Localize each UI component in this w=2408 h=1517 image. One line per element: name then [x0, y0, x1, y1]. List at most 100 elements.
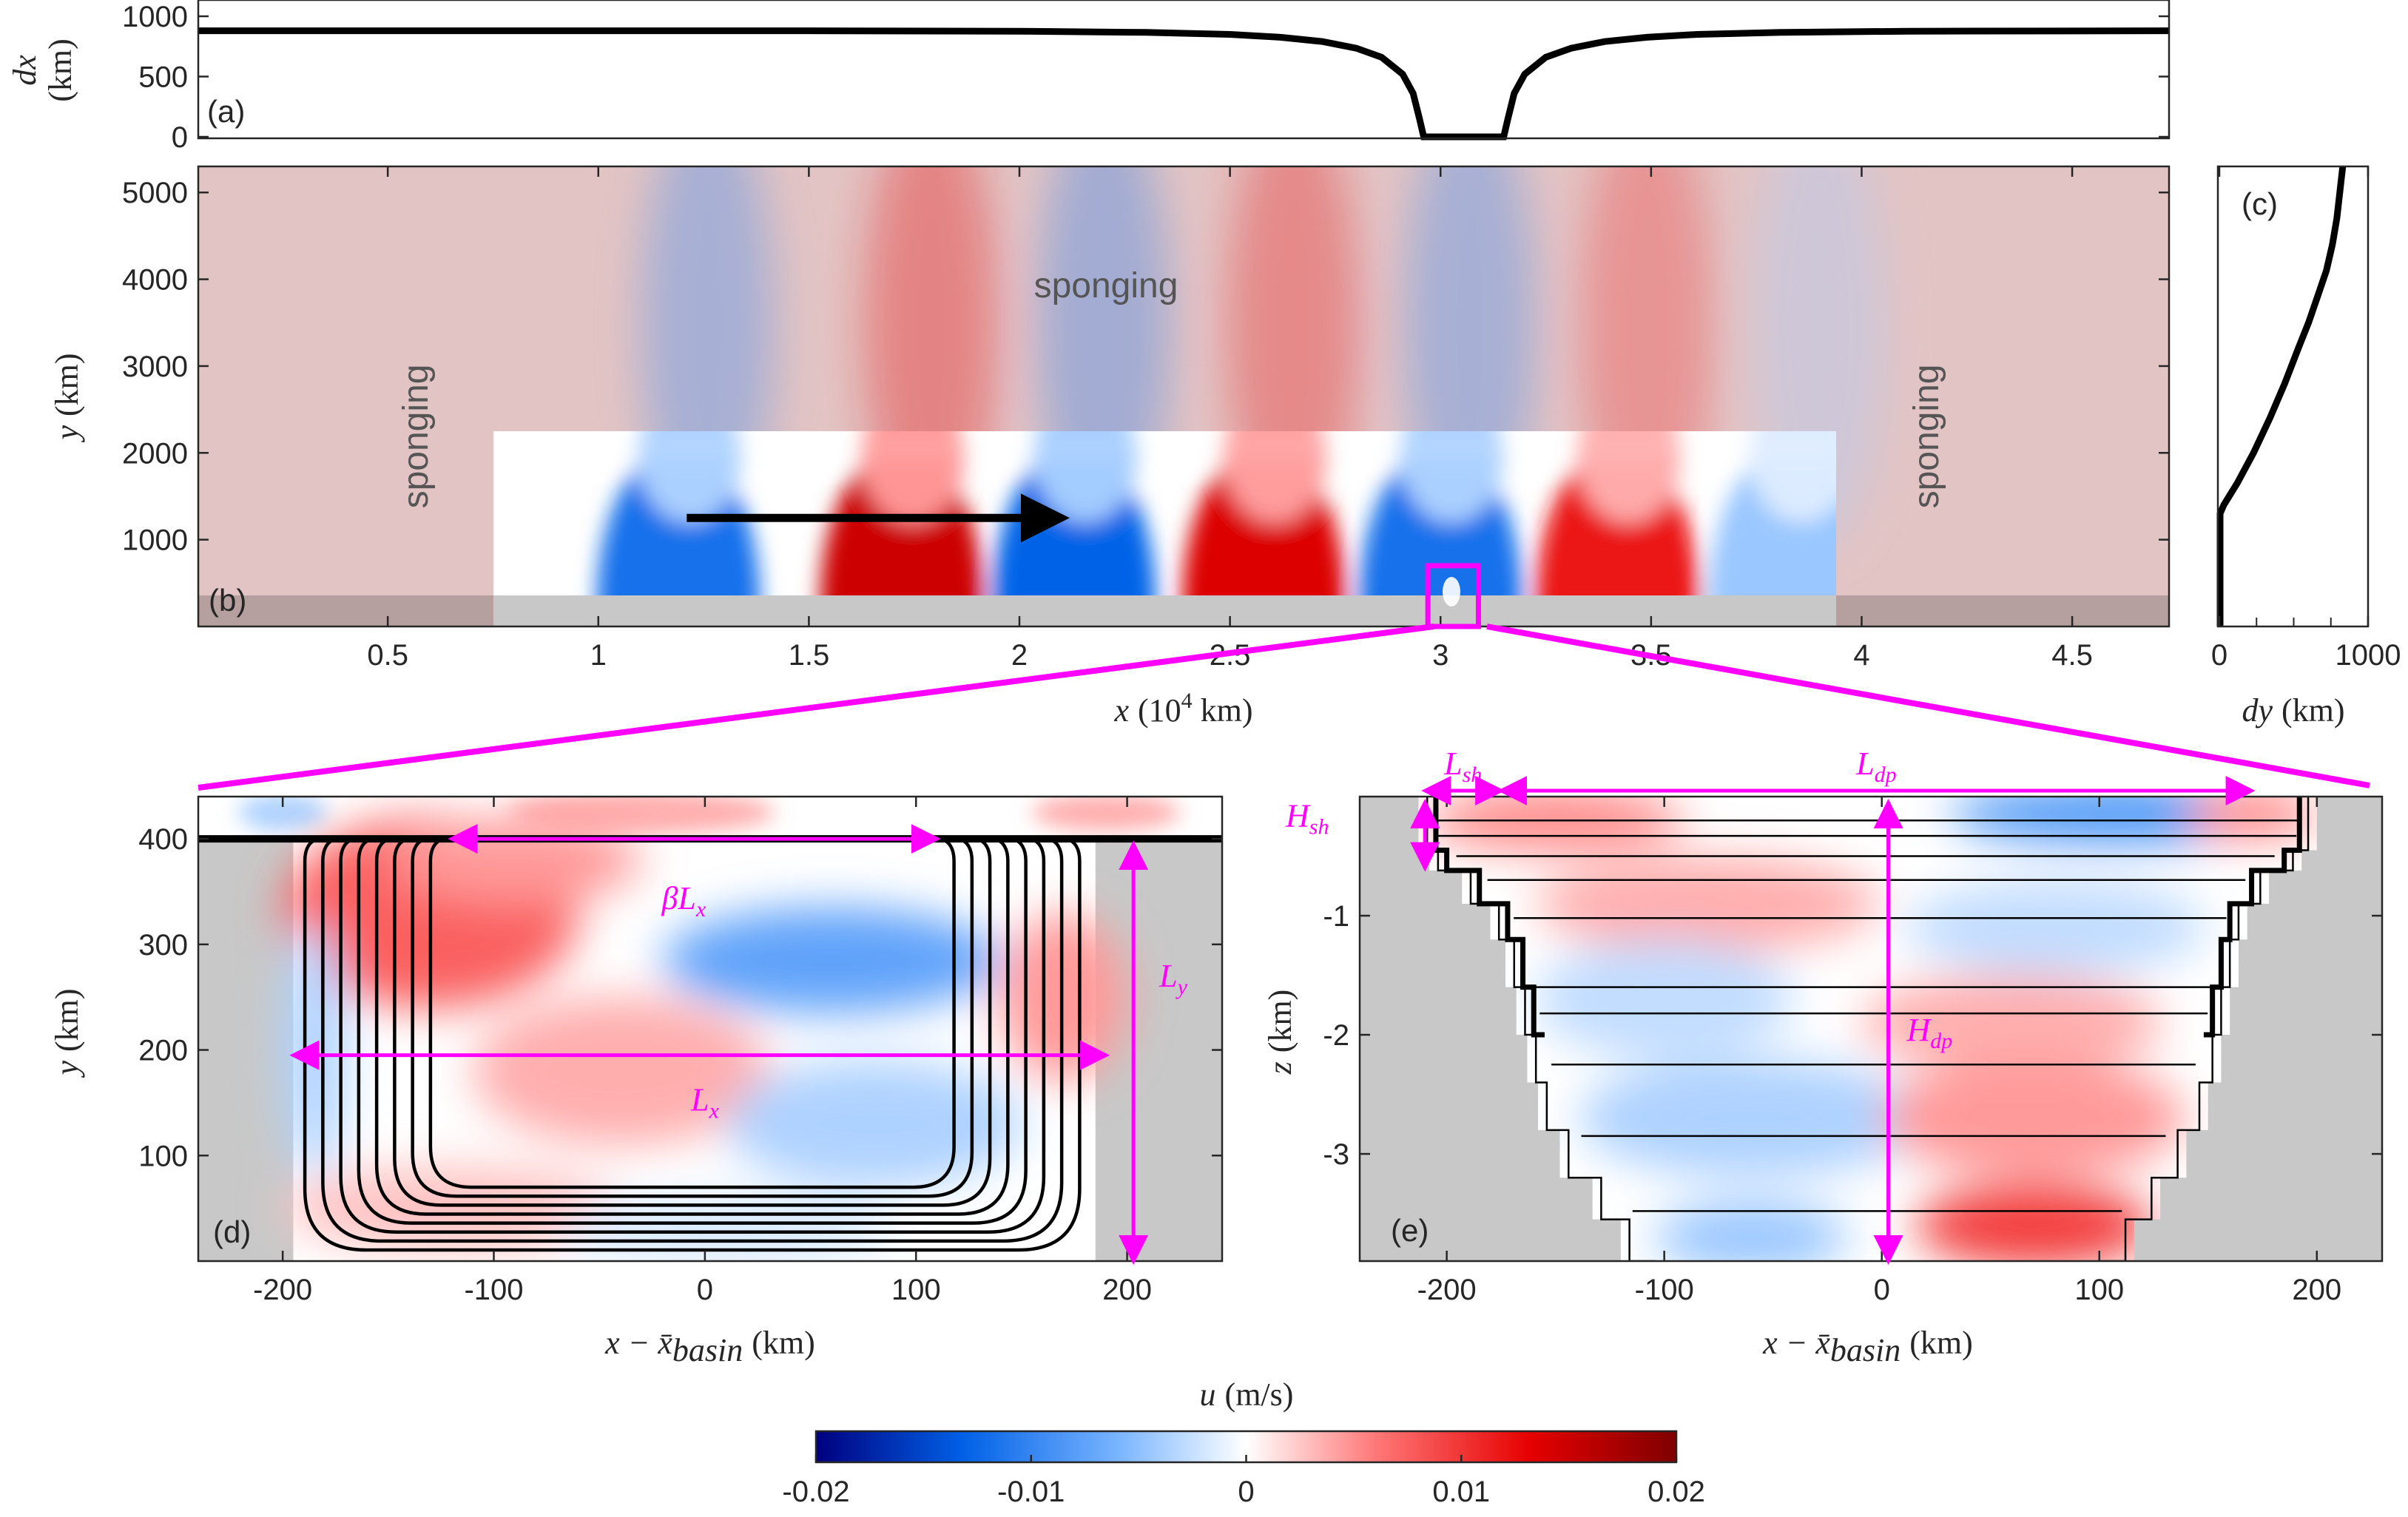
panel-b-x-ticklabel-0: 0.5 — [367, 639, 408, 672]
sponge-label-top: sponging — [1034, 266, 1178, 305]
panel-d-field-mark-2 — [663, 907, 1001, 1013]
svg-text:x − x̄basin(km): x − x̄basin (km) — [1762, 1325, 1973, 1368]
panel-a-y-ticklabel-2: 1000 — [122, 1, 188, 33]
svg-text:z(km): z (km) — [1262, 990, 1298, 1075]
sponge-label-left: sponging — [397, 365, 436, 509]
panel-a-ylabel: dx (km) — [7, 38, 78, 102]
ldp-label: Ldp — [1855, 746, 1896, 787]
panel-b-x-ticklabel-3: 2 — [1011, 639, 1028, 672]
panel-d-ylabel-main: y — [49, 1061, 85, 1078]
panel-e-annotations: Lsh Ldp Hsh Hdp — [1285, 746, 2256, 1265]
colorbar-ticklabel-1: -0.01 — [997, 1476, 1065, 1508]
panel-d-xlabel-sub: basin — [672, 1332, 743, 1368]
panel-d-ylabel-unit: (km) — [49, 988, 85, 1052]
colorbar-ticklabel-4: 0.02 — [1648, 1476, 1705, 1508]
panel-e-x-ticklabel-0: -200 — [1417, 1274, 1477, 1306]
panel-d-contours — [303, 835, 1082, 1252]
panel-e-field-mark-3 — [1536, 856, 1880, 951]
panel-d-field-mark-4 — [726, 1060, 1022, 1188]
panel-d-x-ticklabel-4: 200 — [1102, 1274, 1152, 1306]
panel-e-field-mark-9 — [1916, 1183, 2152, 1261]
panel-a-y-ticklabel-1: 500 — [138, 61, 188, 94]
lsh-label: Lsh — [1443, 746, 1482, 787]
panel-b-xlabel: x (104 km) — [1113, 689, 1252, 729]
hdp-label: Hdp — [1906, 1012, 1953, 1053]
panel-d-contour-7 — [303, 835, 1082, 1252]
panel-b-ylabel-main: y — [49, 425, 85, 443]
svg-text:y(km): y (km) — [49, 988, 85, 1078]
svg-text:dy(km): dy (km) — [2242, 692, 2344, 729]
panel-b-xlabel-unit: (10 — [1138, 692, 1181, 729]
panel-c-xlabel-unit: (km) — [2281, 692, 2345, 729]
panel-e-field-mark-8 — [1883, 1058, 2185, 1178]
panel-e-xlabel-main: x − x̄ — [1762, 1325, 1830, 1361]
panel-a-ylabel-main: dx — [7, 55, 43, 86]
panel-d-field-mark-5 — [1000, 912, 1127, 1082]
svg-text:x − x̄basin(km): x − x̄basin (km) — [604, 1325, 815, 1368]
panel-d-label: (d) — [213, 1214, 251, 1249]
panel-e-ylabel-main: z — [1262, 1061, 1298, 1075]
panel-c: 0 1000 (c) dy (km) — [2211, 165, 2401, 729]
panel-c-x-ticklabel-1: 1000 — [2336, 639, 2401, 672]
panel-e-xticks: -200 -100 0 100 200 — [1417, 797, 2341, 1306]
panel-b-x-ticklabel-8: 4.5 — [2051, 639, 2093, 672]
panel-b-zoom-box — [1425, 563, 1481, 629]
panel-b-x-ticklabel-5: 3 — [1432, 639, 1448, 672]
panel-e-field-mark-10 — [1654, 1201, 1848, 1261]
panel-c-xlabel-main: dy — [2242, 692, 2273, 729]
panel-e-field-mark-4 — [1905, 880, 2206, 976]
panel-b-ylabel: y (km) — [49, 353, 85, 442]
panel-d-xlabel-unit: (km) — [752, 1325, 815, 1361]
colorbar-title-unit: (m/s) — [1225, 1376, 1294, 1413]
panel-b-y-ticklabel-3: 4000 — [122, 264, 188, 297]
panel-e-bathymetry-right-outer — [2097, 797, 2310, 1261]
lx-label: Lx — [690, 1082, 719, 1124]
panel-d-contour-6 — [321, 835, 1064, 1243]
panel-e-field-mark-5 — [1535, 939, 1793, 1058]
panel-d-y-ticklabel-2: 300 — [138, 929, 188, 962]
panel-e-label: (e) — [1391, 1213, 1429, 1248]
panel-d-contour-2 — [393, 835, 992, 1207]
panel-e-field-mark-7 — [1579, 1058, 1923, 1178]
colorbar: u (m/s) -0.02 -0.01 0 0.01 0.02 — [782, 1376, 1705, 1508]
panel-d-x-ticklabel-2: 0 — [697, 1274, 713, 1306]
panel-b-x-ticklabel-2: 1.5 — [789, 639, 830, 672]
panel-a-ylabel-unit: (km) — [42, 38, 78, 102]
panel-e-ylabel-unit: (km) — [1262, 990, 1298, 1053]
panel-d-y-ticklabel-1: 200 — [138, 1035, 188, 1067]
panel-d-contour-1 — [411, 835, 974, 1198]
panel-d-contour-3 — [374, 835, 1010, 1216]
panel-b-interior-field — [493, 431, 1836, 595]
panel-c-x-ticklabel-0: 0 — [2211, 639, 2227, 672]
panel-e-field-mark-2 — [2187, 797, 2316, 839]
panel-a-label: (a) — [207, 94, 245, 129]
panel-d-field-mark-1 — [388, 817, 642, 902]
colorbar-ticklabel-2: 0 — [1238, 1476, 1254, 1508]
colorbar-ticks: -0.02 -0.01 0 0.01 0.02 — [782, 1455, 1705, 1508]
panel-c-label: (c) — [2242, 186, 2278, 221]
hsh-label: Hsh — [1285, 797, 1329, 839]
panel-e-yticks: -1 -2 -3 — [1323, 900, 2382, 1171]
panel-b-y-ticklabel-4: 5000 — [122, 177, 188, 209]
panel-d-yticks: 100 200 300 400 — [138, 823, 1222, 1172]
sponge-label-right: sponging — [1907, 365, 1946, 509]
panel-b-ylabel-unit: (km) — [49, 353, 85, 416]
panel-b-y-ticklabel-0: 1000 — [122, 524, 188, 557]
colorbar-ticklabel-0: -0.02 — [782, 1476, 849, 1508]
panel-e-xlabel-sub: basin — [1830, 1332, 1901, 1368]
panel-d-x-ticklabel-0: -200 — [253, 1274, 312, 1306]
zoom-connector-left — [198, 624, 1434, 791]
panel-a-y-ticklabel-0: 0 — [172, 121, 188, 154]
panel-b-xlabel-tail: km) — [1193, 692, 1253, 729]
panel-b-xticks: 0.511.522.533.544.5 — [367, 166, 2093, 672]
panel-c-dy-line — [2216, 166, 2347, 626]
panel-d-x-ticklabel-3: 100 — [891, 1274, 941, 1306]
panel-c-xticks: 0 1000 — [2211, 166, 2401, 672]
panel-b-label: (b) — [209, 583, 246, 618]
svg-text:u(m/s): u (m/s) — [1200, 1376, 1294, 1413]
panel-e-y-ticklabel-0: -1 — [1323, 900, 1349, 933]
panel-b-x-ticklabel-7: 4 — [1853, 639, 1869, 672]
